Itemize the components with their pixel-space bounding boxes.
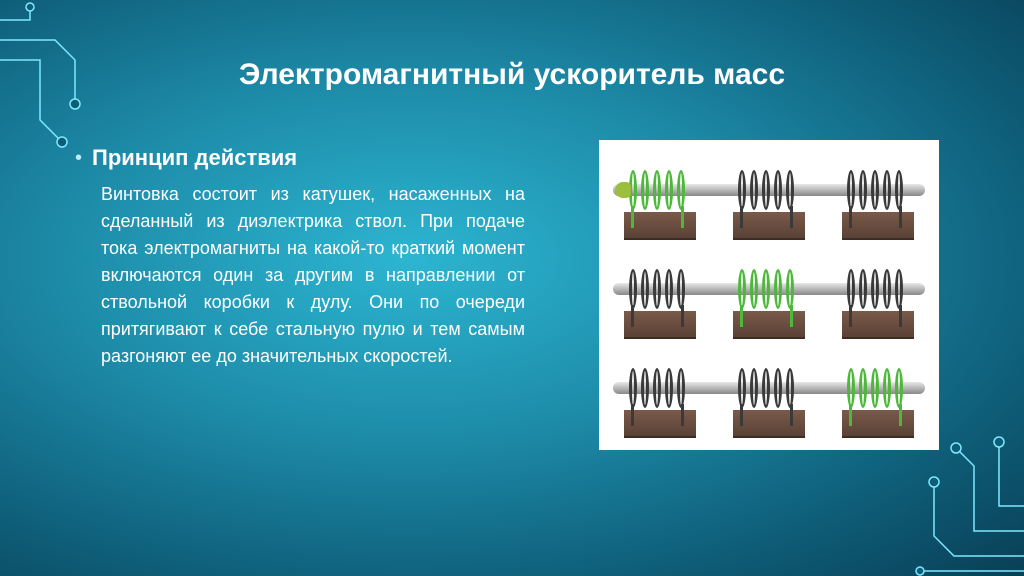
- coil-base: [624, 410, 696, 436]
- coil-base: [733, 212, 805, 238]
- coil-base: [842, 212, 914, 238]
- coil-idle: [625, 269, 695, 309]
- coil-active: [734, 269, 804, 309]
- coil-idle: [625, 368, 695, 408]
- coil-stage: [722, 350, 816, 438]
- coil-idle: [734, 170, 804, 210]
- coil-base: [842, 410, 914, 436]
- coil-idle: [843, 269, 913, 309]
- projectile: [615, 182, 631, 198]
- subtitle: Принцип действия: [92, 145, 297, 171]
- coil-stage: [831, 152, 925, 240]
- coil-row: [613, 251, 925, 339]
- content-block: • Принцип действия Винтовка состоит из к…: [75, 145, 525, 370]
- coil-base: [733, 410, 805, 436]
- bullet-icon: •: [75, 145, 82, 171]
- slide-title: Электромагнитный ускоритель масс: [239, 58, 785, 92]
- coil-stage: [831, 251, 925, 339]
- coil-base: [624, 311, 696, 337]
- coil-active: [625, 170, 695, 210]
- coil-stage: [831, 350, 925, 438]
- coil-base: [624, 212, 696, 238]
- coil-base: [733, 311, 805, 337]
- coil-stage: [722, 152, 816, 240]
- coil-idle: [843, 170, 913, 210]
- coil-stage: [613, 350, 707, 438]
- coil-base: [842, 311, 914, 337]
- coil-stage: [722, 251, 816, 339]
- coil-idle: [734, 368, 804, 408]
- coil-active: [843, 368, 913, 408]
- coil-row: [613, 350, 925, 438]
- body-text: Винтовка состоит из катушек, насаженных …: [101, 181, 525, 370]
- coilgun-figure: [599, 140, 939, 450]
- coil-stage: [613, 251, 707, 339]
- coil-row: [613, 152, 925, 240]
